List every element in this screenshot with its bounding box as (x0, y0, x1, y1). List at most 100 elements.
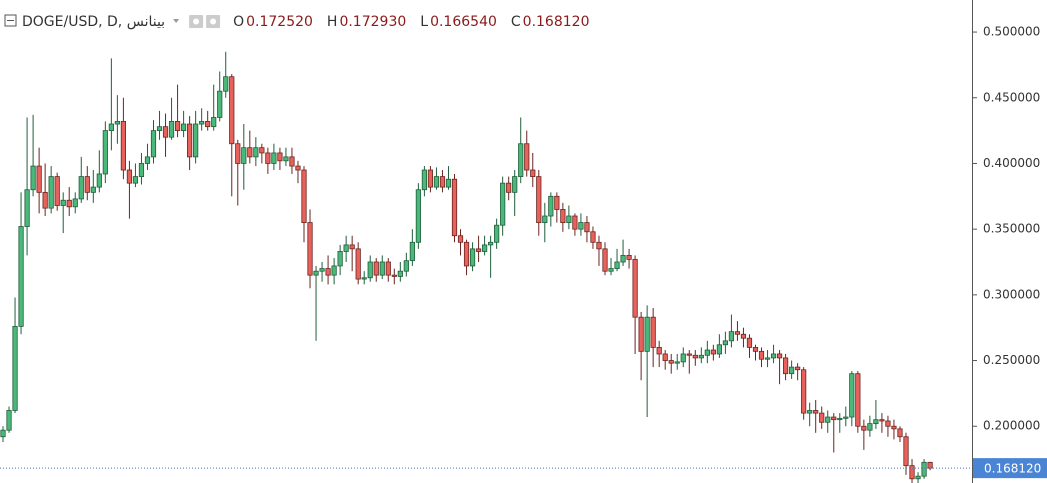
candle-body (343, 244, 349, 252)
last-price-box (973, 458, 1047, 479)
candle-body (463, 241, 470, 267)
candle-body (566, 215, 572, 223)
candle-body (795, 366, 801, 371)
candle-body (385, 261, 391, 276)
candle-body (506, 182, 512, 193)
candle-body (379, 261, 385, 276)
candle-body (421, 169, 428, 191)
candle-body (644, 316, 650, 352)
ohlc-value: 0.166540 (430, 14, 497, 30)
candle-body (433, 176, 440, 188)
candle-body (144, 156, 151, 164)
candle-body (656, 347, 662, 355)
candle-body (138, 163, 145, 177)
candle-body (692, 354, 698, 359)
candle-body (861, 425, 867, 431)
candle-body (132, 176, 139, 184)
candle-body (807, 410, 813, 414)
candle-body (205, 121, 211, 128)
candle-body (783, 357, 789, 375)
candle-body (337, 251, 343, 267)
candle-body (150, 130, 157, 158)
candle-body (668, 360, 674, 364)
dropdown-arrow (173, 19, 180, 23)
candle-body (18, 226, 24, 327)
candle-body (825, 416, 831, 423)
candle-body (885, 420, 891, 427)
candle-body (548, 195, 554, 217)
candle-body (162, 126, 169, 138)
candle-body (764, 357, 771, 360)
candle-body (879, 419, 885, 422)
candle-body (391, 274, 397, 277)
candle-body (180, 123, 187, 132)
candle-body (301, 169, 307, 223)
candle-body (229, 76, 235, 145)
candle-body (746, 337, 753, 348)
ohlc-value: 0.172520 (246, 14, 313, 30)
candle-body (355, 248, 361, 280)
candle-body (373, 261, 379, 276)
candle-body (283, 156, 289, 162)
candle-body (36, 165, 42, 193)
candle-body (78, 176, 84, 200)
candle-body (770, 353, 777, 359)
candle-body (572, 215, 578, 230)
candle-body (686, 353, 692, 356)
ohlc-value: 0.168120 (523, 14, 590, 30)
candle-body (855, 373, 861, 427)
candle-body (403, 260, 409, 272)
candle-body (289, 156, 295, 167)
y-tick-label: 0.450000 (983, 90, 1040, 104)
candle-body (84, 176, 90, 193)
candle-body (626, 255, 632, 260)
candle-body (114, 121, 120, 125)
candle-body (481, 244, 488, 252)
candle-body (12, 325, 18, 411)
candle-body (674, 361, 680, 364)
candle-body (813, 410, 819, 414)
legend-header: DOGE/USD, D, بينانس O 0.172520 H 0.172930 L 0… (4, 14, 590, 30)
candle-body (415, 189, 421, 243)
candle-body (457, 235, 464, 243)
candle-body (758, 350, 765, 360)
candle-body (469, 248, 476, 267)
candle-body (752, 347, 759, 352)
candle-body (48, 176, 54, 209)
y-tick-label: 0.500000 (983, 25, 1040, 39)
candle-body (253, 147, 259, 158)
candle-body (427, 169, 434, 188)
candle-body (831, 416, 837, 421)
last-price-label: 0.168120 (984, 462, 1041, 476)
candle-body (560, 209, 566, 223)
candle-body (211, 117, 217, 128)
candle-body (174, 121, 181, 132)
candle-body (156, 126, 163, 132)
candle-body (512, 176, 518, 193)
candle-body (536, 176, 542, 223)
candle-body (367, 261, 373, 279)
candle-body (265, 152, 271, 164)
candle-body (241, 147, 247, 164)
candle-body (126, 169, 133, 184)
collapse-button[interactable] (4, 14, 17, 27)
candle-body (6, 410, 12, 431)
candle-body (90, 186, 96, 193)
candle-body (54, 176, 60, 206)
candle-body (632, 258, 638, 318)
candle-body (397, 270, 403, 277)
candle-body (259, 147, 265, 154)
plot-area (0, 51, 933, 483)
candle-body (542, 215, 548, 223)
candle-body (776, 353, 783, 359)
candle-body (187, 123, 193, 158)
candle-body (789, 366, 795, 375)
candle-body (247, 147, 253, 158)
candle-body (897, 428, 903, 438)
candle-body (722, 340, 729, 346)
candle-body (927, 461, 933, 469)
candle-body (0, 429, 6, 438)
candle-body (439, 176, 446, 188)
y-tick-label: 0.200000 (983, 419, 1040, 433)
candle-body (915, 475, 921, 480)
